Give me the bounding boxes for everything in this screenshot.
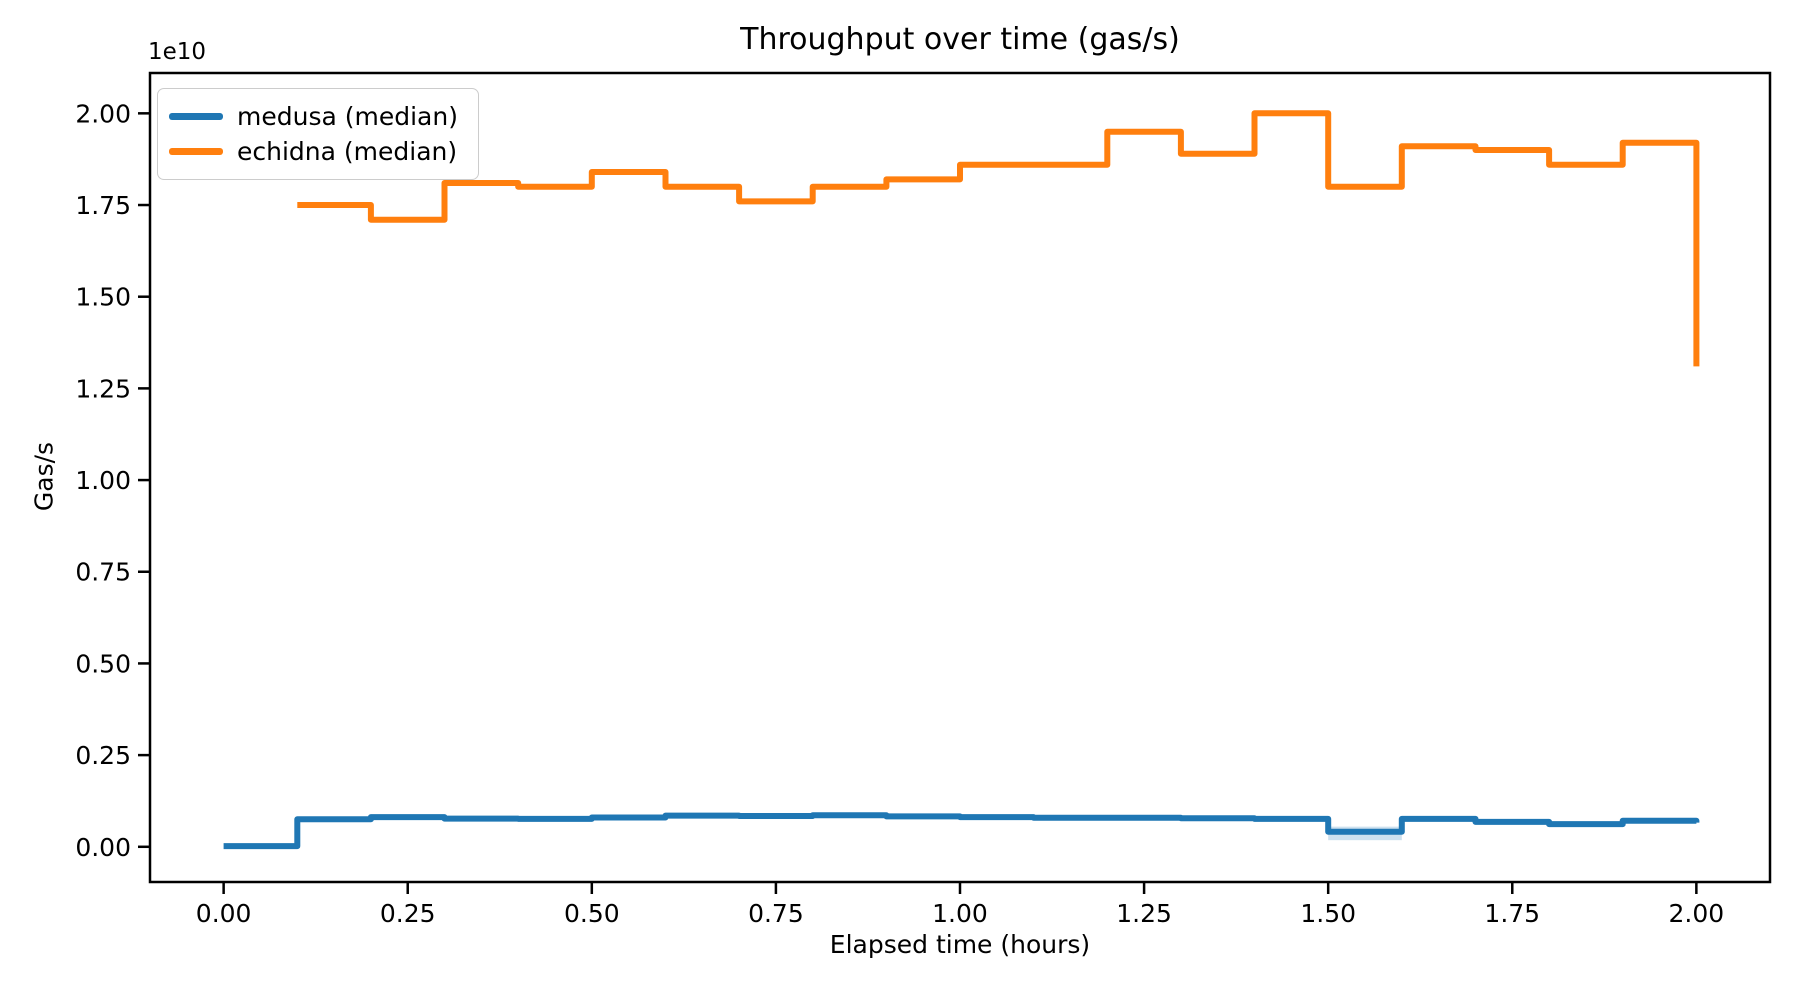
y-axis-ticks: 0.00 0.25 0.50 0.75 1.00 1.25 1.50 1.75 2.00 xyxy=(75,99,149,862)
y-tick-label: 0.50 xyxy=(75,649,131,678)
x-tick-label: 1.50 xyxy=(1300,899,1356,928)
echidna-step-line xyxy=(297,110,1700,367)
x-tick-label: 2.00 xyxy=(1669,899,1725,928)
echidna-line-swatch xyxy=(169,148,223,155)
medusa-legend-label: medusa (median) xyxy=(237,102,458,131)
echidna-legend-label: echidna (median) xyxy=(237,137,458,166)
y-tick-label: 0.25 xyxy=(75,741,131,770)
x-tick-label: 0.75 xyxy=(748,899,804,928)
y-axis-label: Gas/s xyxy=(29,441,59,512)
x-tick-label: 1.75 xyxy=(1484,899,1540,928)
y-tick-label: 1.25 xyxy=(75,374,131,403)
y-tick-label: 2.00 xyxy=(75,99,131,128)
x-axis-ticks: 0.00 0.25 0.50 0.75 1.00 1.25 1.50 1.75 2.00 xyxy=(196,883,1724,928)
medusa-step-line xyxy=(223,812,1700,850)
x-axis-label: Elapsed time (hours) xyxy=(829,930,1091,959)
legend-item-echidna: echidna (median) xyxy=(169,134,458,169)
y-tick-label: 1.00 xyxy=(75,466,131,495)
y-tick-label: 1.75 xyxy=(75,191,131,220)
legend-item-medusa: medusa (median) xyxy=(169,99,458,134)
x-tick-label: 0.50 xyxy=(564,899,620,928)
y-tick-label: 0.00 xyxy=(75,833,131,862)
y-tick-label: 1.50 xyxy=(75,283,131,312)
y-axis-offset-text: 1e10 xyxy=(148,39,207,65)
chart-title: Throughput over time (gas/s) xyxy=(740,22,1180,57)
x-tick-label: 1.25 xyxy=(1116,899,1172,928)
x-tick-label: 0.00 xyxy=(196,899,252,928)
legend: medusa (median) echidna (median) xyxy=(157,88,479,180)
axes-spines xyxy=(148,71,1772,884)
x-tick-label: 0.25 xyxy=(380,899,436,928)
y-tick-label: 0.75 xyxy=(75,558,131,587)
medusa-line-swatch xyxy=(169,113,223,120)
x-tick-label: 1.00 xyxy=(932,899,988,928)
